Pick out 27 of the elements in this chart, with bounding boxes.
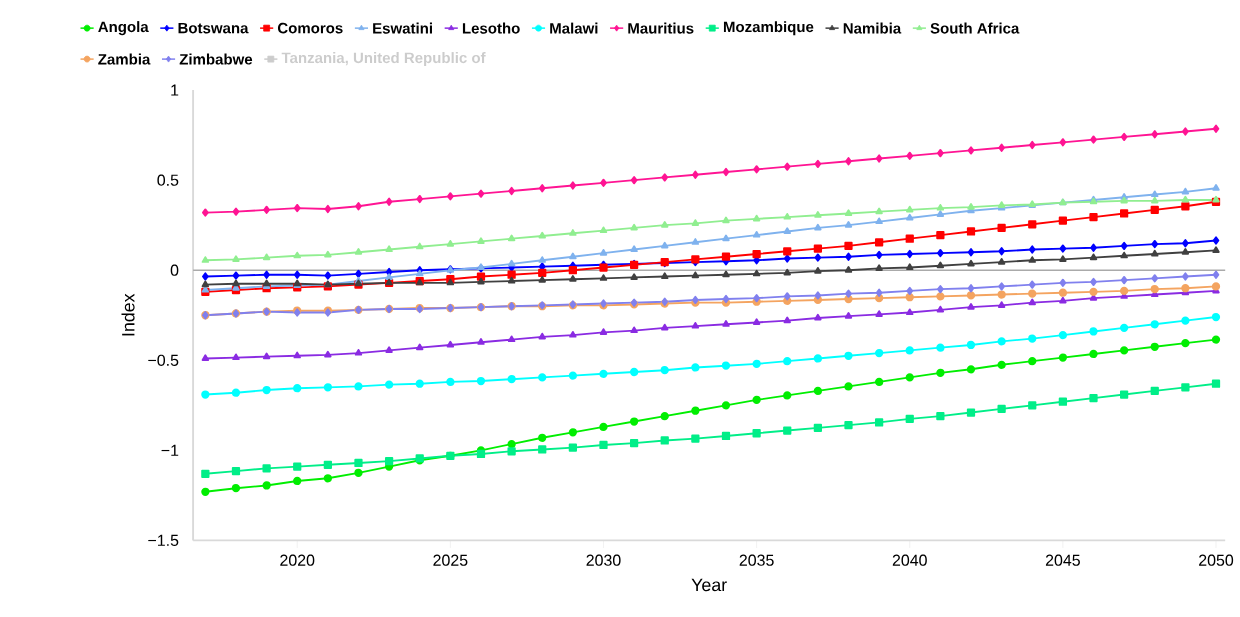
legend-label: Eswatini	[373, 22, 432, 34]
x-tick-label: 2020	[280, 554, 315, 566]
x-axis-title: Year	[691, 578, 727, 591]
legend-label: Namibia	[843, 22, 902, 34]
legend-label: Botswana	[178, 22, 249, 34]
y-tick-label: −0.5	[148, 354, 179, 366]
x-tick-label: 2040	[892, 554, 927, 566]
legend-label: Zimbabwe	[179, 53, 253, 65]
y-tick-label: −1	[161, 444, 179, 456]
legend-label: Comoros	[277, 22, 343, 34]
legend-label: South Africa	[930, 22, 1020, 34]
x-tick-label: 2035	[739, 554, 774, 566]
legend-label: Mozambique	[723, 20, 814, 35]
y-tick-label: 0	[170, 264, 179, 276]
x-tick-label: 2030	[586, 554, 621, 566]
x-tick-label: 2025	[433, 554, 468, 566]
x-tick-label: 2045	[1045, 554, 1080, 566]
y-tick-label: −1.5	[148, 534, 179, 546]
y-axis-title: Index	[121, 293, 135, 336]
x-tick-label: 2050	[1199, 554, 1234, 566]
y-tick-label: 1	[171, 84, 179, 96]
legend-label: Angola	[98, 20, 149, 35]
legend-label: Malawi	[550, 22, 598, 34]
legend-label: Lesotho	[462, 22, 520, 34]
y-tick-label: 0.5	[157, 174, 179, 186]
legend-label: Zambia	[98, 53, 151, 65]
legend-label: Mauritius	[628, 22, 694, 34]
